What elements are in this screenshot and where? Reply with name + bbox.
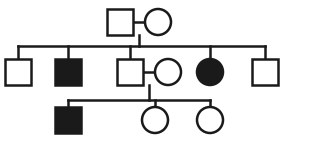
Circle shape (145, 9, 171, 35)
Bar (107, 9, 133, 35)
Circle shape (197, 59, 223, 85)
Bar (55, 107, 81, 133)
Circle shape (197, 107, 223, 133)
Bar (55, 59, 81, 85)
Bar (117, 59, 143, 85)
Bar (5, 59, 31, 85)
Circle shape (155, 59, 181, 85)
Circle shape (142, 107, 168, 133)
Bar (252, 59, 278, 85)
